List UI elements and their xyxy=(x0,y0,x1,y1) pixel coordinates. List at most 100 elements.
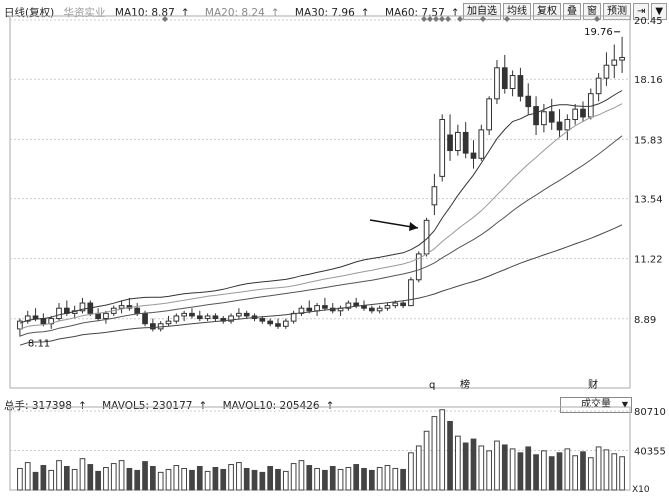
candle-body xyxy=(470,152,477,159)
candle-body xyxy=(501,67,508,89)
candle-body xyxy=(259,318,266,322)
volume-bar xyxy=(462,442,469,491)
volume-bar xyxy=(447,420,453,491)
volume-bar xyxy=(368,469,375,491)
price-tick-label: 8.89 xyxy=(634,315,656,326)
forecast-button[interactable]: 预测 xyxy=(603,3,631,20)
price-tick-label: 13.54 xyxy=(634,195,663,206)
candle-body xyxy=(173,315,180,322)
candle-body xyxy=(236,312,242,317)
stock-name: 华资实业 xyxy=(63,7,106,19)
candle-body xyxy=(40,318,47,325)
candle-body xyxy=(204,315,211,320)
volume-bar xyxy=(134,469,141,491)
volume-bar xyxy=(196,466,203,491)
volume-bar xyxy=(40,465,47,491)
candle-body xyxy=(345,302,352,309)
volume-bar xyxy=(400,468,406,491)
overlay-button[interactable]: 叠 xyxy=(563,3,581,20)
candle-body xyxy=(267,320,274,325)
candle-body xyxy=(243,312,250,317)
volume-bar xyxy=(415,445,422,491)
candle-body xyxy=(329,307,336,312)
volume-bar xyxy=(556,452,563,491)
volume-bar xyxy=(48,469,55,491)
chart-toolbar: 加自选 均线 复权 叠 窗 预测 ⇥ ▼ xyxy=(463,3,668,20)
volume-bar xyxy=(431,416,438,491)
volume-bar xyxy=(24,462,31,491)
volume-bar xyxy=(361,467,367,491)
volume-legend: 总手: 317398 ↑ MAVOL5: 230177 ↑ MAVOL10: 205… xyxy=(4,398,346,413)
volume-bar xyxy=(337,468,344,491)
volume-bar xyxy=(439,409,446,491)
candle-body xyxy=(509,75,516,89)
volume-bar xyxy=(611,453,618,491)
candle-body xyxy=(220,318,227,322)
candle-body xyxy=(150,323,156,330)
candle-body xyxy=(376,307,383,312)
volume-bar xyxy=(541,450,547,491)
adjust-button[interactable]: 复权 xyxy=(533,3,561,20)
volume-bar xyxy=(423,430,430,491)
candle-body xyxy=(548,111,555,123)
volume-bar xyxy=(17,467,23,491)
candle-body xyxy=(95,312,101,320)
ma-line-ma60 xyxy=(19,224,623,346)
mavol10-label: MAVOL10: 205426 ↑ xyxy=(222,400,335,412)
candle-body xyxy=(118,305,125,309)
candle-body xyxy=(79,302,86,312)
dropdown-icon[interactable]: ▼ xyxy=(651,3,668,20)
volume-bar xyxy=(345,466,352,491)
volume-bar xyxy=(494,440,500,491)
candle-body xyxy=(423,219,430,255)
volume-bar xyxy=(353,464,360,491)
candle-body xyxy=(103,312,109,320)
volume-bar xyxy=(595,446,602,491)
volume-bar xyxy=(384,465,391,491)
volume-bar xyxy=(95,470,101,491)
candle-body xyxy=(384,305,391,309)
candle-body xyxy=(447,134,453,152)
total-volume-label: 总手: 317398 ↑ xyxy=(4,400,87,412)
candle-body xyxy=(63,307,70,314)
volume-tick-label: 80710 xyxy=(634,407,666,418)
volume-bar xyxy=(259,471,266,491)
ma-line-ma20 xyxy=(19,103,623,330)
volume-bar xyxy=(501,444,508,491)
volume-bar xyxy=(110,463,117,491)
ma10-label: MA10: 8.87 ↑ xyxy=(114,7,190,19)
price-tick-label: 11.22 xyxy=(634,255,663,266)
candle-body xyxy=(24,315,31,322)
volume-bar xyxy=(63,466,70,491)
price-pane-frame xyxy=(9,15,631,389)
volume-indicator-select[interactable]: 成交量 ▼ xyxy=(560,397,632,413)
ma-settings-button[interactable]: 均线 xyxy=(503,3,531,20)
candle-body xyxy=(595,77,602,95)
candle-body xyxy=(87,302,94,314)
volume-bar xyxy=(455,435,461,491)
volume-bar xyxy=(517,452,524,491)
volume-tick-label: 40355 xyxy=(634,447,666,458)
candle-body xyxy=(541,111,547,126)
volume-bar xyxy=(408,452,414,491)
event-marker: q xyxy=(429,380,435,391)
candle-body xyxy=(157,323,164,330)
volume-multiplier-label: X10 xyxy=(632,485,650,495)
candle-body xyxy=(408,279,414,307)
candle-body xyxy=(306,307,313,312)
candle-body xyxy=(415,253,422,281)
candle-body xyxy=(298,307,305,314)
volume-bar xyxy=(486,450,492,491)
volume-bar xyxy=(243,467,250,491)
candle-body xyxy=(564,119,571,131)
volume-bar xyxy=(56,460,62,491)
candle-body xyxy=(189,312,195,317)
volume-bar xyxy=(275,468,281,491)
exit-icon[interactable]: ⇥ xyxy=(633,3,650,20)
add-watchlist-button[interactable]: 加自选 xyxy=(463,3,501,20)
volume-bar xyxy=(525,446,532,491)
event-marker: 财 xyxy=(588,378,598,391)
candle-body xyxy=(486,98,492,131)
window-button[interactable]: 窗 xyxy=(583,3,601,20)
